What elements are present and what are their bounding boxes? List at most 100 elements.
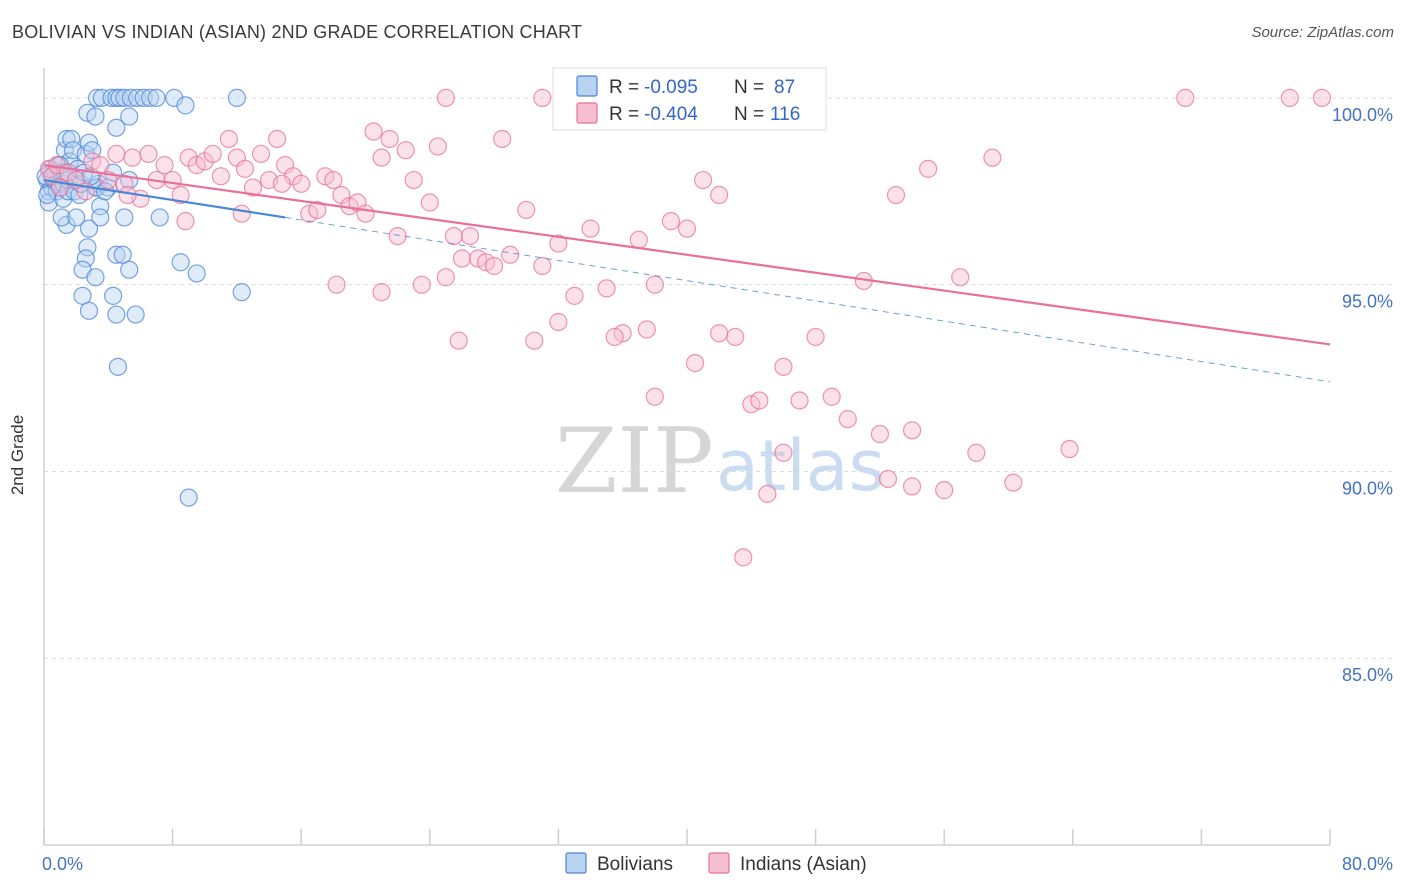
tick-labels: 100.0% 95.0% 90.0% 85.0% 0.0% 80.0%: [42, 105, 1393, 874]
legend-n-label-bolivians: N =: [734, 77, 764, 98]
indians-point: [267, 129, 287, 149]
bolivians-point: [113, 245, 132, 264]
x-tick-label: 80.0%: [1342, 854, 1393, 874]
legend-swatch-bolivians: [576, 75, 598, 97]
indians-point: [396, 141, 415, 160]
indians-point: [983, 148, 1002, 167]
x-tick-label: 0.0%: [42, 854, 83, 874]
bolivians-point: [176, 96, 195, 115]
indians-point: [629, 230, 648, 249]
indians-point: [292, 174, 311, 193]
bolivians-point: [150, 208, 169, 227]
indians-point: [1312, 88, 1332, 107]
bolivians-point: [79, 219, 99, 238]
indians-point: [967, 443, 986, 462]
indians-point: [525, 331, 544, 350]
indians-point: [388, 227, 407, 246]
bolivians-point: [57, 129, 76, 149]
bolivians-point: [92, 88, 111, 107]
watermark-atlas: atlas: [716, 425, 885, 507]
indians-point: [533, 256, 552, 276]
indians-point: [806, 327, 825, 347]
indians-point: [163, 170, 182, 190]
legend-r-value-bolivians: -0.095: [644, 77, 698, 98]
source-label: Source: ZipAtlas.com: [1251, 24, 1394, 41]
indians-point: [485, 256, 504, 276]
legend-n-value-indians: 116: [770, 104, 800, 125]
indians-point: [645, 387, 664, 406]
y-tick-label: 85.0%: [1342, 665, 1393, 685]
stats-legend: R = -0.095 N = 87 R = -0.404 N = 116: [552, 67, 827, 131]
indians-point: [886, 185, 906, 205]
indians-point: [324, 170, 343, 190]
indians-point: [444, 227, 464, 246]
indians-point: [308, 200, 327, 220]
series-legend-label-bolivians: Bolivians: [597, 854, 673, 875]
indians-point: [176, 212, 195, 231]
indians-point: [685, 354, 705, 373]
indians-point: [645, 275, 664, 294]
indians-point: [428, 137, 447, 156]
series-legend: Bolivians Indians (Asian): [565, 852, 867, 875]
indians-point: [790, 391, 809, 410]
bolivians-point: [232, 283, 251, 302]
indians-point: [870, 424, 890, 444]
bolivians-point: [67, 208, 86, 227]
indians-point: [372, 148, 391, 167]
bolivians-point: [73, 286, 92, 305]
indians-point: [171, 185, 190, 205]
bolivians-point: [120, 260, 139, 279]
indians-trend-line: [43, 164, 1331, 346]
bolivians-point: [107, 118, 126, 137]
indians-point: [327, 275, 346, 294]
bolivians-point: [147, 88, 166, 107]
bolivians-point: [91, 208, 110, 227]
indians-point: [533, 88, 552, 107]
indians-point: [219, 129, 238, 149]
bolivians-point: [227, 88, 246, 107]
series-legend-swatch-bolivians: [565, 852, 587, 874]
chart-title: BOLIVIAN VS INDIAN (ASIAN) 2ND GRADE COR…: [12, 22, 583, 42]
watermark: ZIP atlas: [555, 409, 885, 514]
indians-point: [452, 249, 472, 268]
trend-lines: [43, 164, 1331, 383]
series-legend-label-indians: Indians (Asian): [740, 854, 867, 875]
indians-point: [902, 477, 922, 496]
indians-points: [39, 88, 1332, 567]
indians-point: [902, 421, 922, 440]
indians-point: [710, 324, 729, 343]
indians-point: [951, 268, 970, 287]
bolivians-point: [86, 268, 105, 287]
bolivians-point: [140, 88, 160, 107]
indians-point: [243, 178, 263, 197]
bolivians-trend-line: [43, 178, 286, 219]
indians-point: [380, 129, 399, 149]
indians-point: [123, 148, 142, 167]
bolivians-point: [134, 88, 153, 107]
legend-n-label-indians: N =: [734, 104, 764, 125]
legend-r-value-indians: -0.404: [644, 104, 698, 125]
indians-point: [1176, 88, 1195, 107]
indians-point: [677, 219, 697, 238]
bolivians-point: [187, 264, 206, 283]
indians-point: [211, 167, 230, 186]
bolivians-point: [104, 286, 123, 305]
indians-point: [404, 170, 423, 190]
legend-r-label-bolivians: R =: [609, 77, 639, 98]
indians-point: [549, 234, 568, 253]
bolivians-point: [115, 208, 134, 227]
indians-point: [605, 327, 624, 347]
indians-point: [235, 159, 255, 178]
indians-point: [549, 312, 568, 332]
bolivians-point: [52, 208, 71, 227]
indians-point: [710, 185, 729, 205]
indians-point: [734, 548, 753, 567]
indians-point: [501, 245, 520, 264]
bolivians-point: [79, 301, 99, 320]
indians-point: [203, 144, 222, 164]
watermark-zip: ZIP: [555, 409, 714, 514]
indians-point: [412, 275, 431, 294]
series-legend-swatch-indians: [708, 852, 730, 874]
indians-point: [919, 159, 938, 178]
